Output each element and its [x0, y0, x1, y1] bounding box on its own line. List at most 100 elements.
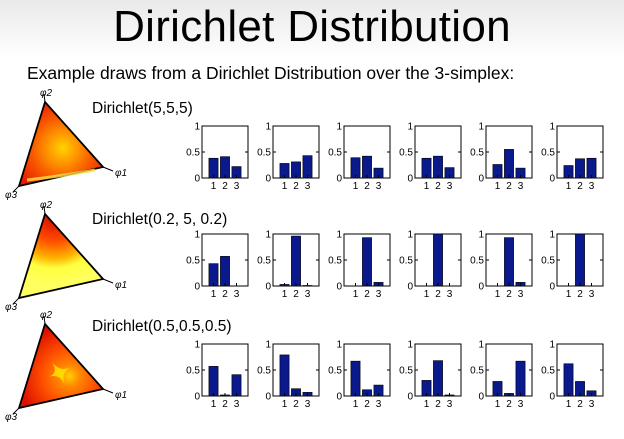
vertex-label-phi1: φ1	[115, 390, 127, 401]
simplex-density	[17, 100, 105, 188]
bar	[208, 366, 219, 397]
x-tick-label: 2	[293, 399, 299, 410]
axis-stub-phi3	[12, 297, 20, 305]
x-tick-label: 2	[364, 289, 370, 300]
x-tick-label: 1	[353, 181, 359, 192]
bar-chart-row1-draw3: 00.511 2 3	[328, 122, 391, 192]
bar-chart-row1-draw1: 00.511 2 3	[186, 122, 249, 192]
y-tick-label: 0.5	[186, 256, 200, 267]
x-tick-label: 2	[222, 289, 228, 300]
x-tick-label: 1	[495, 399, 501, 410]
y-tick-label: 0.5	[328, 148, 342, 159]
y-tick-label: 0.5	[399, 148, 413, 159]
y-tick-label: 0.5	[257, 148, 271, 159]
y-tick-label: 0.5	[541, 256, 555, 267]
bar-chart-row1-draw5: 00.511 2 3	[470, 122, 533, 192]
y-tick-label: 0.5	[257, 256, 271, 267]
x-tick-label: 1	[424, 181, 430, 192]
y-tick-label: 0	[194, 282, 200, 293]
simplex-density	[17, 322, 105, 410]
bar	[433, 360, 443, 397]
y-tick-label: 0.5	[470, 366, 484, 377]
y-tick-label: 1	[549, 122, 555, 133]
bar	[362, 155, 372, 179]
bar-chart-row2-draw4: 00.511 2 3	[399, 230, 462, 300]
bar-chart-row3-draw2: 00.511 2 3	[257, 340, 320, 410]
y-tick-label: 1	[194, 122, 200, 133]
x-tick-label: 2	[577, 399, 583, 410]
x-tick-label: 1	[211, 181, 217, 192]
bar-chart-row3-draw4: 00.511 2 3	[399, 340, 462, 410]
bar	[302, 155, 313, 179]
axis-stub-phi2	[43, 205, 46, 215]
x-tick-label: 2	[435, 289, 441, 300]
vertex-label-phi3: φ3	[5, 412, 18, 423]
x-tick-label: 3	[447, 181, 453, 192]
x-tick-label: 2	[364, 181, 370, 192]
y-tick-label: 0	[407, 282, 413, 293]
bar-chart-row3-draw1: 00.511 2 3	[186, 340, 249, 410]
y-tick-label: 0	[265, 282, 271, 293]
bar-chart-row1-draw6: 00.511 2 3	[541, 122, 604, 192]
y-tick-label: 1	[478, 340, 484, 351]
y-tick-label: 0	[407, 392, 413, 403]
x-tick-label: 3	[589, 289, 595, 300]
x-tick-label: 1	[282, 181, 288, 192]
vertex-label-phi2: φ2	[40, 88, 53, 99]
bar-chart-row1-draw2: 00.511 2 3	[257, 122, 320, 192]
bar-chart-row3-draw5: 00.511 2 3	[470, 340, 533, 410]
y-tick-label: 1	[407, 230, 413, 241]
x-tick-label: 1	[566, 181, 572, 192]
density-rim	[26, 168, 96, 182]
x-tick-label: 2	[293, 289, 299, 300]
axis-stub-phi3	[12, 407, 20, 415]
y-tick-label: 1	[336, 122, 342, 133]
y-tick-label: 1	[265, 340, 271, 351]
axis-stub-phi1	[102, 166, 114, 172]
x-tick-label: 1	[353, 289, 359, 300]
slide-subtitle: Example draws from a Dirichlet Distribut…	[27, 63, 515, 83]
bar	[220, 156, 230, 179]
x-tick-label: 1	[495, 181, 501, 192]
bar-chart-row1-draw4: 00.511 2 3	[399, 122, 462, 192]
y-tick-label: 1	[194, 230, 200, 241]
x-tick-label: 2	[577, 181, 583, 192]
x-tick-label: 1	[566, 289, 572, 300]
x-tick-label: 1	[211, 289, 217, 300]
y-tick-label: 0	[407, 174, 413, 185]
x-tick-label: 3	[305, 399, 311, 410]
simplex-density	[17, 212, 105, 300]
row-label-dirichlet-5-5-5: Dirichlet(5,5,5)	[92, 100, 193, 117]
y-tick-label: 0.5	[541, 366, 555, 377]
bar	[563, 363, 574, 397]
x-tick-label: 1	[282, 289, 288, 300]
y-tick-label: 0	[336, 174, 342, 185]
y-tick-label: 0	[478, 174, 484, 185]
bar	[350, 157, 361, 179]
y-tick-label: 1	[265, 122, 271, 133]
x-tick-label: 2	[435, 181, 441, 192]
y-tick-label: 0	[194, 174, 200, 185]
y-tick-label: 0	[265, 392, 271, 403]
bar	[433, 233, 443, 287]
bar-chart-row2-draw3: 00.511 2 3	[328, 230, 391, 300]
vertex-label-phi1: φ1	[115, 168, 127, 179]
x-tick-label: 3	[305, 181, 311, 192]
y-tick-label: 0	[549, 174, 555, 185]
x-tick-label: 3	[376, 181, 382, 192]
simplex-triangle-2: φ2 φ1 φ3	[5, 200, 127, 313]
y-tick-label: 0.5	[541, 148, 555, 159]
y-tick-label: 0	[478, 282, 484, 293]
row-label-dirichlet-0.5-0.5-0.5: Dirichlet(0.5,0.5,0.5)	[92, 318, 232, 335]
y-tick-label: 1	[407, 122, 413, 133]
vertex-label-phi2: φ2	[40, 200, 53, 211]
y-tick-label: 1	[407, 340, 413, 351]
y-tick-label: 0.5	[470, 256, 484, 267]
y-tick-label: 0.5	[257, 366, 271, 377]
bar-chart-row3-draw6: 00.511 2 3	[541, 340, 604, 410]
x-tick-label: 3	[376, 289, 382, 300]
x-tick-label: 1	[566, 399, 572, 410]
x-tick-label: 3	[234, 289, 240, 300]
x-tick-label: 1	[495, 289, 501, 300]
